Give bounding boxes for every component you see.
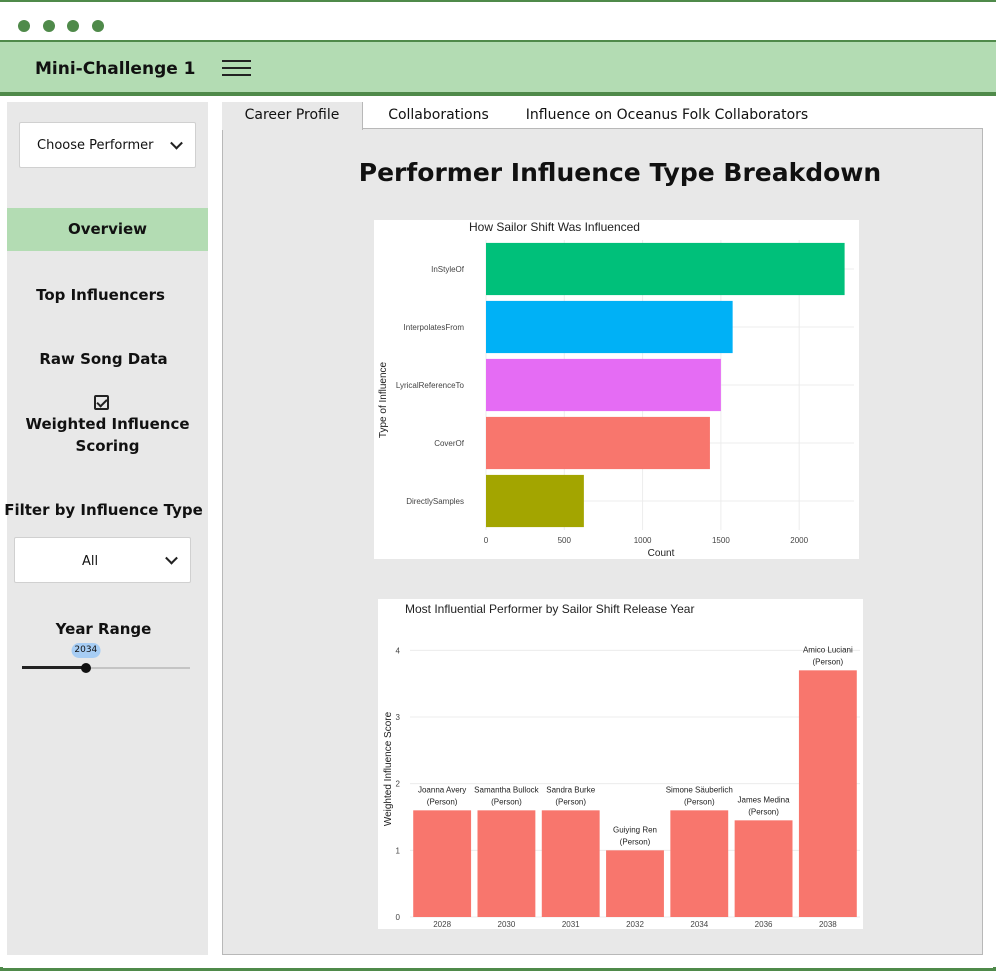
y-tick-label: CoverOf bbox=[434, 439, 465, 448]
hamburger-menu-icon[interactable] bbox=[222, 59, 252, 79]
window-titlebar bbox=[0, 2, 996, 42]
data-label-type: (Person) bbox=[748, 807, 779, 816]
nav-overview[interactable]: Overview bbox=[7, 208, 208, 251]
bar-2036 bbox=[734, 820, 793, 917]
influential-performer-chart: 0 1 2 3 4 2028 Joanna Avery (Person) 2030 Samanth… bbox=[378, 599, 863, 929]
x-tick-label: 1500 bbox=[712, 536, 730, 545]
y-tick-label: InStyleOf bbox=[431, 265, 465, 274]
data-label-type: (Person) bbox=[620, 837, 651, 846]
bar-2038 bbox=[798, 670, 857, 917]
year-slider-fill bbox=[22, 666, 86, 669]
year-slider-handle[interactable] bbox=[80, 663, 91, 673]
data-label-name: James Medina bbox=[738, 795, 791, 804]
bar-2031 bbox=[541, 810, 600, 917]
bar-coverof bbox=[486, 416, 710, 470]
y-tick-label: 0 bbox=[396, 913, 401, 922]
nav-top-influencers[interactable]: Top Influencers bbox=[0, 284, 201, 306]
bar-2032 bbox=[606, 850, 664, 917]
data-label-type: (Person) bbox=[684, 797, 715, 806]
data-label-name: Amico Luciani bbox=[803, 645, 853, 654]
data-label-type: (Person) bbox=[813, 657, 844, 666]
y-axis-label: Weighted Influence Score bbox=[383, 711, 394, 826]
x-tick-label: 2031 bbox=[562, 920, 580, 929]
bar-2034 bbox=[670, 810, 729, 917]
x-tick-label: 2034 bbox=[690, 920, 708, 929]
nav-top-influencers-label: Top Influencers bbox=[36, 286, 165, 304]
bar-2030 bbox=[477, 810, 536, 917]
y-tick-label: 4 bbox=[396, 646, 401, 655]
bar-2028 bbox=[413, 810, 472, 917]
x-tick-label: 2030 bbox=[498, 920, 516, 929]
x-tick-label: 2036 bbox=[755, 920, 773, 929]
tab-bar: Career Profile Collaborations Influence … bbox=[222, 102, 983, 130]
bar-lyricalreferenceto bbox=[486, 358, 721, 412]
data-label-type: (Person) bbox=[555, 797, 586, 806]
y-tick-label: 3 bbox=[396, 713, 401, 722]
data-label-name: Sandra Burke bbox=[546, 785, 595, 794]
window-dot-icon[interactable] bbox=[92, 20, 104, 32]
data-label-name: Samantha Bullock bbox=[474, 785, 539, 794]
year-slider-track[interactable] bbox=[22, 667, 190, 669]
window-dot-icon[interactable] bbox=[18, 20, 30, 32]
data-label-name: Guiying Ren bbox=[613, 825, 657, 834]
y-axis-label: Type of Influence bbox=[378, 361, 389, 438]
weighted-scoring-label-line2: Scoring bbox=[75, 437, 140, 455]
influence-type-chart: InStyleOf InterpolatesFrom LyricalReferenc… bbox=[374, 220, 859, 559]
nav-raw-song-data-label: Raw Song Data bbox=[39, 350, 168, 368]
window-dot-icon[interactable] bbox=[67, 20, 79, 32]
nav-raw-song-data[interactable]: Raw Song Data bbox=[3, 348, 204, 370]
nav-overview-label: Overview bbox=[67, 220, 148, 238]
performer-select[interactable]: Choose Performer bbox=[19, 122, 196, 168]
weighted-scoring-checkbox[interactable] bbox=[94, 395, 109, 410]
tab-career-profile[interactable]: Career Profile bbox=[222, 102, 363, 130]
x-tick-label: 2032 bbox=[626, 920, 644, 929]
data-label-type: (Person) bbox=[427, 797, 458, 806]
chevron-down-icon bbox=[170, 136, 183, 150]
chevron-down-icon bbox=[165, 551, 178, 565]
x-tick-label: 2038 bbox=[819, 920, 837, 929]
y-tick-label: LyricalReferenceTo bbox=[396, 381, 465, 390]
x-tick-label: 0 bbox=[484, 536, 489, 545]
app-title: Mini-Challenge 1 bbox=[35, 59, 196, 79]
x-tick-label: 1000 bbox=[634, 536, 652, 545]
chart-title: Most Influential Performer by Sailor Shi… bbox=[405, 602, 694, 616]
chart-title: How Sailor Shift Was Influenced bbox=[469, 220, 640, 234]
bar-instyleof bbox=[486, 242, 845, 296]
year-slider-value: 2034 bbox=[71, 643, 101, 658]
tab-collaborations[interactable]: Collaborations bbox=[388, 107, 489, 123]
x-tick-label: 2000 bbox=[790, 536, 808, 545]
weighted-scoring-label-line1: Weighted Influence bbox=[25, 415, 190, 433]
data-label-name: Simone Säuberlich bbox=[666, 785, 733, 794]
influence-type-chart-svg: InStyleOf InterpolatesFrom LyricalReferenc… bbox=[378, 220, 854, 559]
page-title: Performer Influence Type Breakdown bbox=[358, 158, 882, 187]
filter-label: Filter by Influence Type bbox=[4, 501, 203, 519]
weighted-scoring-label: Weighted Influence Scoring bbox=[7, 413, 208, 457]
app-header: Mini-Challenge 1 bbox=[0, 42, 996, 94]
x-axis-label: Count bbox=[648, 548, 675, 559]
bar-interpolatesfrom bbox=[486, 300, 733, 354]
window-dot-icon[interactable] bbox=[43, 20, 55, 32]
data-label-name: Joanna Avery bbox=[418, 785, 466, 794]
influential-performer-chart-svg: 0 1 2 3 4 2028 Joanna Avery (Person) 2030 Samanth… bbox=[383, 602, 860, 929]
x-tick-label: 500 bbox=[558, 536, 572, 545]
x-tick-label: 2028 bbox=[433, 920, 451, 929]
y-tick-label: 1 bbox=[396, 846, 401, 855]
performer-select-value: Choose Performer bbox=[37, 138, 154, 153]
y-tick-label: DirectlySamples bbox=[406, 497, 464, 506]
year-range-label: Year Range bbox=[55, 620, 152, 638]
bar-directlysamples bbox=[486, 474, 584, 528]
influence-type-select-value: All bbox=[82, 554, 99, 569]
tab-influence-oceanus[interactable]: Influence on Oceanus Folk Collaborators bbox=[525, 107, 809, 123]
y-tick-label: 2 bbox=[396, 780, 401, 789]
influence-type-select[interactable]: All bbox=[14, 537, 191, 583]
y-tick-label: InterpolatesFrom bbox=[404, 323, 465, 332]
data-label-type: (Person) bbox=[491, 797, 522, 806]
